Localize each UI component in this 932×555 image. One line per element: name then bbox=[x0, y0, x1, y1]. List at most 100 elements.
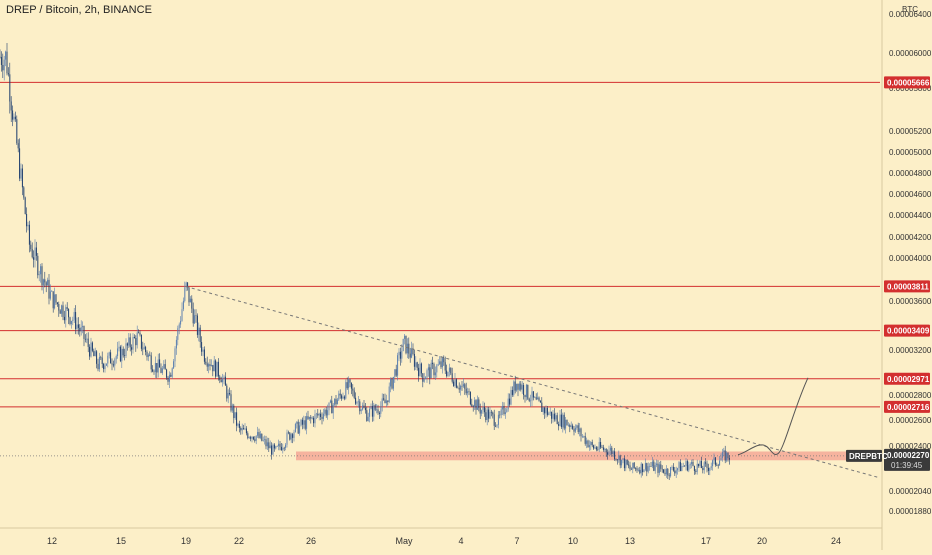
candle-body bbox=[479, 407, 481, 414]
candle-body bbox=[623, 458, 625, 469]
candle-body bbox=[140, 334, 142, 349]
candle-body bbox=[486, 409, 488, 421]
candle-body bbox=[563, 414, 565, 429]
level-badge: 0.00005666 bbox=[884, 76, 930, 89]
candle-body bbox=[205, 361, 207, 364]
candle-body bbox=[523, 385, 525, 396]
candle-body bbox=[3, 59, 5, 71]
trendline[interactable] bbox=[185, 286, 881, 479]
candle-body bbox=[440, 361, 442, 368]
candle-body bbox=[83, 326, 85, 339]
price-tick-label: 0.00004600 bbox=[889, 190, 932, 199]
candle-body bbox=[566, 419, 568, 426]
candle-body bbox=[457, 387, 459, 389]
candle-body bbox=[55, 294, 57, 303]
candle-body bbox=[398, 351, 400, 356]
candle-body bbox=[143, 346, 145, 350]
candle-body bbox=[439, 361, 441, 365]
candle-body bbox=[80, 327, 82, 332]
candle-body bbox=[334, 398, 336, 405]
candle-body bbox=[327, 410, 329, 416]
candle-body bbox=[716, 464, 718, 466]
candle-body bbox=[677, 468, 679, 471]
candle-body bbox=[96, 351, 98, 364]
price-tick-label: 0.00002400 bbox=[889, 442, 932, 451]
candle-body bbox=[180, 320, 182, 325]
candle-body bbox=[391, 378, 393, 389]
candle-body bbox=[286, 432, 288, 445]
candle-body bbox=[602, 447, 604, 450]
candle-body bbox=[639, 469, 641, 474]
candle-body bbox=[467, 391, 469, 394]
candle-body bbox=[562, 414, 564, 428]
time-tick-label: 20 bbox=[757, 536, 767, 546]
level-badge: 0.00002716 bbox=[884, 400, 930, 413]
candle-body bbox=[395, 369, 397, 376]
candle-body bbox=[392, 376, 394, 389]
candle-body bbox=[384, 399, 386, 404]
candle-body bbox=[152, 369, 154, 372]
price-tick-label: 0.00004000 bbox=[889, 254, 932, 263]
candle-body bbox=[707, 467, 709, 471]
candle-body bbox=[167, 377, 169, 382]
candle-body bbox=[485, 412, 487, 421]
candle-body bbox=[369, 408, 371, 417]
candle-body bbox=[349, 379, 351, 383]
price-tick-label: 0.00005000 bbox=[889, 148, 932, 157]
time-tick-label: 7 bbox=[514, 536, 519, 546]
candle-body bbox=[264, 439, 266, 440]
candle-body bbox=[343, 396, 345, 399]
candle-body bbox=[329, 400, 331, 403]
candle-body bbox=[520, 383, 522, 390]
candle-body bbox=[97, 363, 99, 370]
projection-path[interactable] bbox=[737, 377, 809, 456]
candle-body bbox=[595, 447, 597, 450]
candle-body bbox=[698, 463, 700, 466]
candle-body bbox=[266, 442, 268, 447]
candle-body bbox=[660, 464, 662, 469]
candle-body bbox=[478, 399, 480, 408]
candle-body bbox=[124, 355, 126, 357]
candle-body bbox=[258, 432, 260, 438]
candle-body bbox=[706, 463, 708, 468]
candle-body bbox=[233, 405, 235, 419]
candle-body bbox=[149, 354, 151, 356]
candle-body bbox=[544, 407, 546, 414]
candle-body bbox=[506, 409, 508, 413]
candle-body bbox=[292, 434, 294, 438]
candle-body bbox=[227, 392, 229, 399]
candle-body bbox=[360, 409, 362, 412]
candle-body bbox=[558, 424, 560, 426]
candle-body bbox=[77, 324, 79, 328]
candle-body bbox=[87, 338, 89, 347]
candle-body bbox=[528, 398, 530, 401]
candle-body bbox=[320, 413, 322, 417]
candle-body bbox=[181, 309, 183, 321]
candle-body bbox=[293, 431, 295, 438]
candle-body bbox=[408, 343, 410, 354]
candle-body bbox=[710, 466, 712, 469]
candle-body bbox=[629, 465, 631, 470]
candle-body bbox=[504, 412, 506, 415]
candle-body bbox=[217, 361, 219, 377]
price-tick-label: 0.00002600 bbox=[889, 416, 932, 425]
candle-body bbox=[191, 298, 193, 309]
candle-body bbox=[129, 337, 131, 348]
candle-body bbox=[19, 148, 21, 179]
price-tick-label: 0.00002800 bbox=[889, 391, 932, 400]
candle-body bbox=[703, 462, 705, 471]
price-tick-label: 0.00005800 bbox=[889, 84, 932, 93]
candle-body bbox=[296, 421, 298, 424]
candle-body bbox=[447, 371, 449, 377]
candle-body bbox=[667, 468, 669, 476]
candle-body bbox=[0, 57, 2, 66]
candle-body bbox=[401, 351, 403, 359]
candle-body bbox=[188, 287, 190, 303]
candle-body bbox=[128, 337, 130, 346]
candle-body bbox=[598, 442, 600, 450]
time-tick-label: 22 bbox=[234, 536, 244, 546]
candle-body bbox=[455, 379, 457, 388]
candle-body bbox=[663, 469, 665, 473]
